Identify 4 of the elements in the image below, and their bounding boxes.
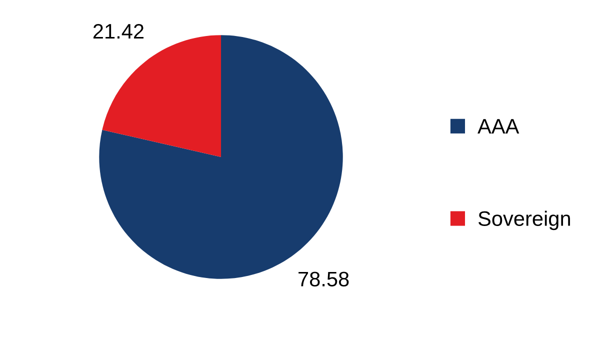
legend-label: Sovereign	[478, 210, 570, 230]
data-label: 21.42	[93, 24, 144, 38]
legend-label: AAA	[478, 119, 520, 134]
data-label: 78.58	[298, 272, 349, 286]
